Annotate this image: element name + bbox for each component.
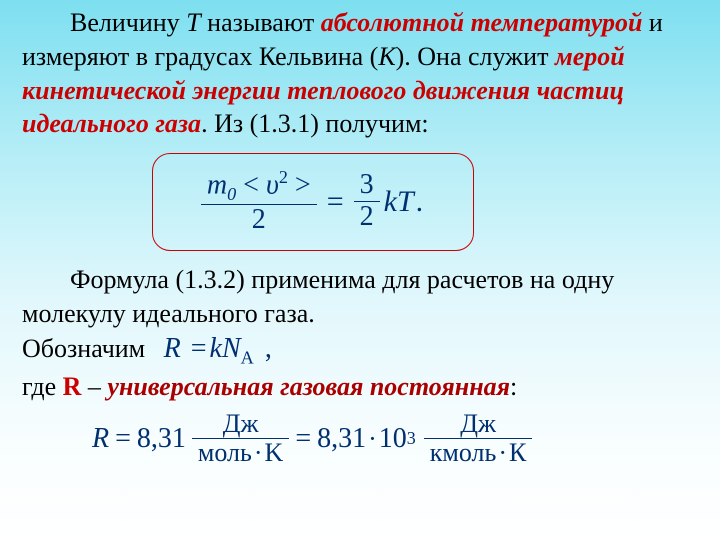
p1-pre: Величину [70,8,186,37]
p2-line1: Формула (1.3.2) применима для расчетов н… [22,265,614,328]
f2-eq: = [109,421,137,457]
f2-v1: 8,31 [137,421,186,457]
f1-gt: > [295,169,311,200]
p3-label: Обозначим [22,334,145,363]
p1-mid3: ). Она служит [396,42,555,71]
if-comma: , [261,333,272,364]
if-A: A [241,347,254,367]
if-N: N [222,333,241,364]
f2-K1: K [265,438,284,467]
f1-three: 3 [354,170,380,201]
p4-term: универсальная газовая постоянная [107,372,510,401]
f1-eq: = [317,182,354,221]
f1-v: υ [266,169,279,200]
f2-frac2: Дж кмоль·К [424,410,533,468]
f1-rhs-frac: 3 2 [354,170,380,233]
f2-ten: 10 [379,421,407,457]
f1-sq: 2 [279,167,288,187]
f2-den2: кмоль·К [424,439,533,468]
page-content: Величину Т называют абсолютной темпе­рат… [0,0,720,468]
f2-v2: 8,31 [317,421,366,457]
f2-frac1: Дж моль·K [192,410,289,468]
p1-mid4: . Из (1.3.1) получим: [201,109,429,138]
f1-lt: < [243,169,259,200]
paragraph-1: Величину Т называют абсолютной темпе­рат… [22,6,700,141]
f2-eq2: = [289,421,317,457]
p4-pre: где [22,372,63,401]
f2-den1: моль·K [192,439,289,468]
p1-mid1: называют [201,8,321,37]
p1-K: К [378,42,395,71]
f1-zero: 0 [227,184,236,204]
p4-dash: – [81,372,107,401]
f1-num: m0 < υ2 > [201,167,317,204]
f1-den1: 2 [246,205,272,236]
f1-dot: . [414,182,424,221]
f1-den2: 2 [354,202,380,233]
paragraph-2: Формула (1.3.2) применима для расчетов н… [22,263,700,331]
p4-R: R [63,372,82,401]
f2-R: R [92,421,109,457]
f1-T2: T [397,185,414,218]
f2-exp: 3 [407,427,416,450]
f2-K2: К [509,438,526,467]
f2-kmol: кмоль [430,438,497,467]
f1-kT: kT [380,182,414,221]
paragraph-4: где R – универсальная газовая постоянная… [22,370,700,404]
f2-J2: Дж [454,410,502,439]
if-k: k [210,333,222,364]
paragraph-3: Обозначим R =kNA , [22,331,700,370]
formula-1-container: m0 < υ2 > 2 = 3 2 kT . [152,153,482,253]
f1-k: k [384,185,397,218]
p1-term1: абсолютной темпе­ратурой [321,8,643,37]
formula-1: m0 < υ2 > 2 = 3 2 kT . [152,153,472,249]
f2-dot3: · [496,438,509,467]
f2-mol: моль [198,438,252,467]
formula-2: R = 8,31 Дж моль·K = 8,31 · 103 Дж кмоль… [22,410,700,468]
if-R: R [164,333,181,364]
f2-dot2: · [366,422,379,456]
f2-dot1: · [252,438,265,467]
p1-T: Т [186,8,200,37]
inline-formula-R: R =kNA , [152,333,272,364]
f1-m: m [207,169,227,200]
f1-lhs-frac: m0 < υ2 > 2 [201,167,317,236]
f2-J1: Дж [217,410,265,439]
p4-colon: : [510,372,517,401]
if-eq: = [188,333,210,364]
